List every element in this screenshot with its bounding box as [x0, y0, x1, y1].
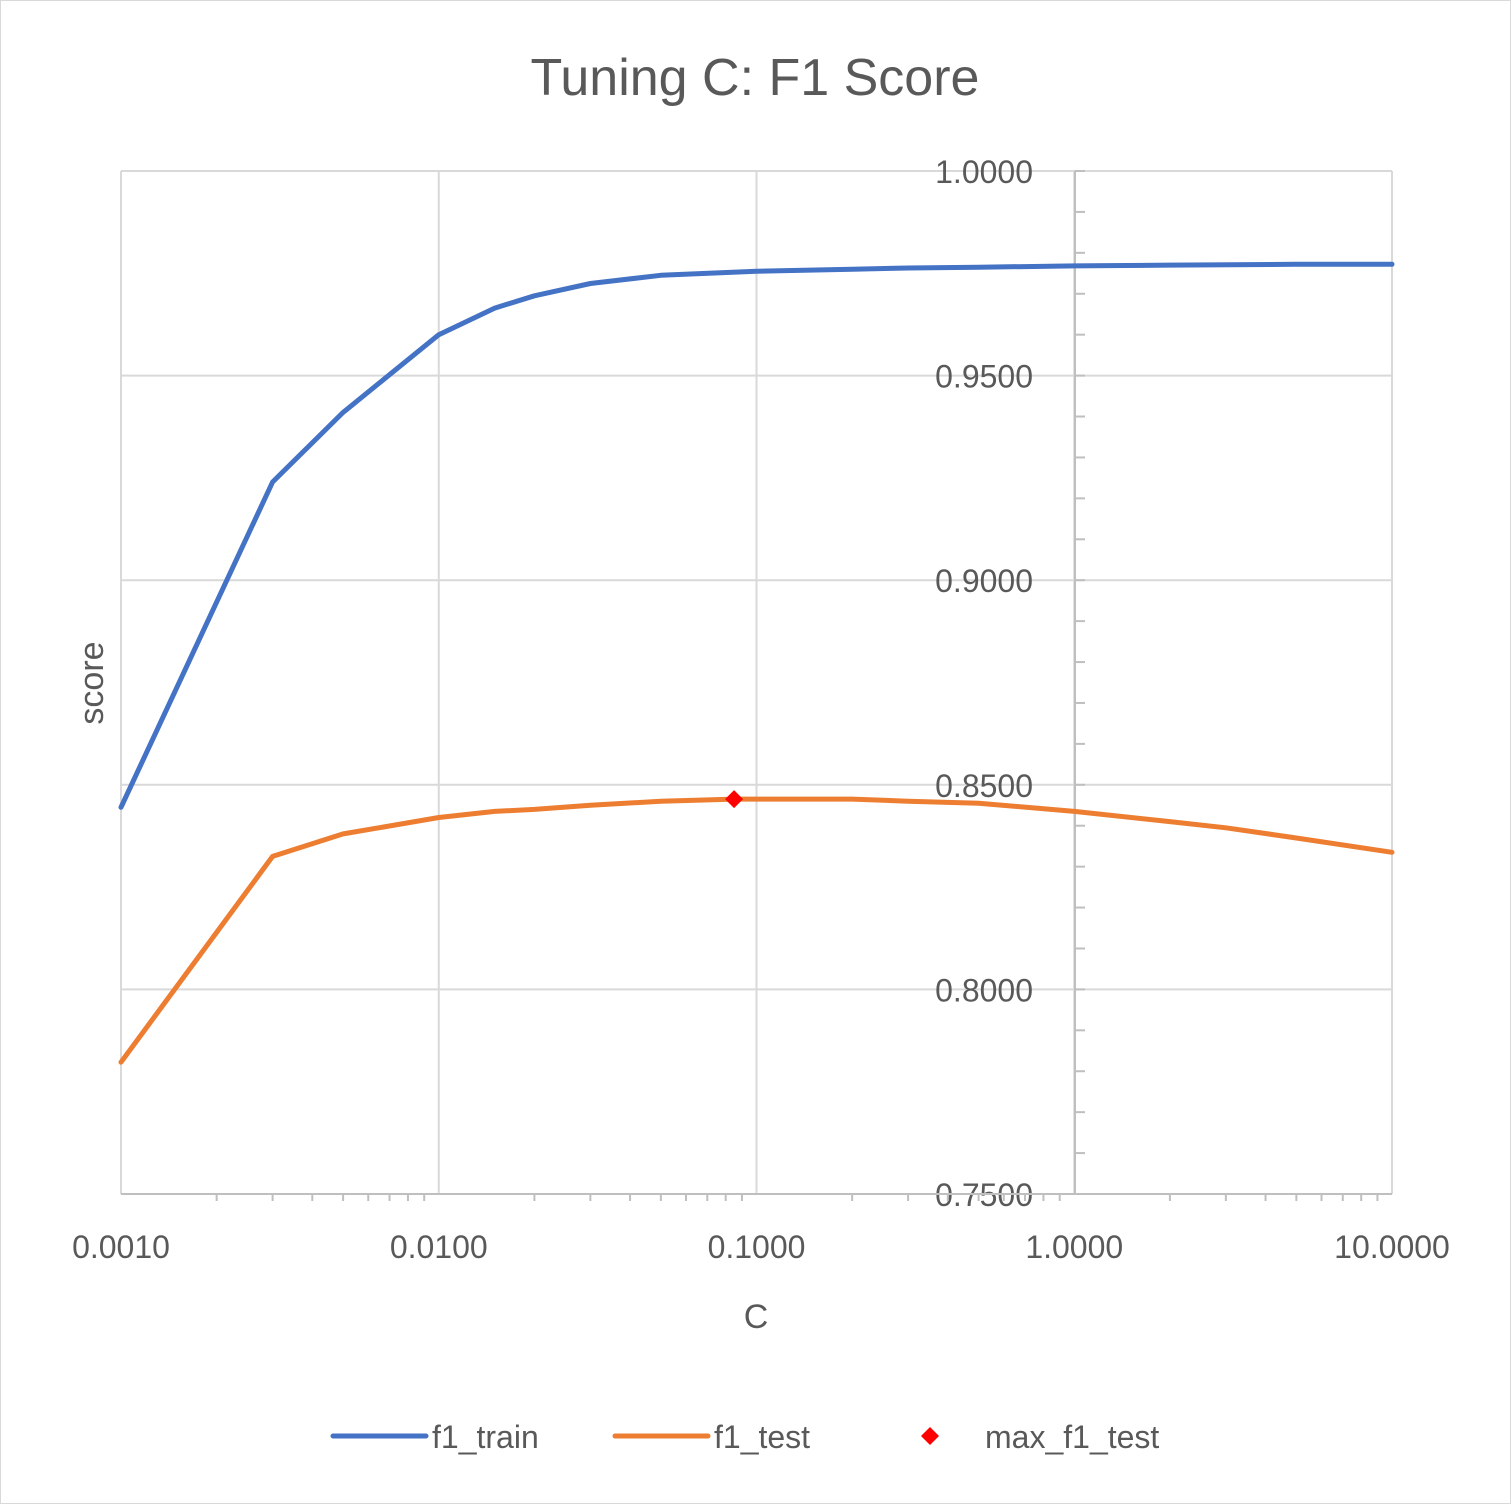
axes: 0.75000.80000.85000.90000.95001.00000.00… [72, 154, 1450, 1265]
series-group [118, 261, 1395, 1065]
chart-title: Tuning C: F1 Score [531, 49, 980, 107]
x-axis-label: C [744, 1298, 769, 1336]
x-tick-label: 1.0000 [1025, 1229, 1123, 1265]
y-axis-label: score [73, 641, 111, 724]
y-tick-label: 1.0000 [935, 154, 1033, 190]
grid [120, 170, 1393, 1195]
legend: f1_train f1_test max_f1_test [330, 1419, 1159, 1455]
x-tick-label: 0.1000 [708, 1229, 806, 1265]
x-tick-label: 0.0100 [390, 1229, 488, 1265]
y-tick-label: 0.8000 [935, 972, 1033, 1008]
f1-train-line [118, 261, 1395, 810]
legend-swatch-max-f1-test [921, 1427, 939, 1445]
y-tick-label: 0.9000 [935, 563, 1033, 599]
x-tick-label: 10.0000 [1334, 1229, 1450, 1265]
x-tick-label: 0.0010 [72, 1229, 170, 1265]
legend-label-f1-train: f1_train [432, 1419, 539, 1455]
max-f1-test-marker [725, 790, 744, 809]
legend-label-f1-test: f1_test [714, 1419, 810, 1455]
legend-label-max-f1-test: max_f1_test [985, 1419, 1159, 1455]
f1-test-line [118, 796, 1395, 1065]
y-tick-label: 0.8500 [935, 768, 1033, 804]
y-tick-label: 0.9500 [935, 359, 1033, 395]
